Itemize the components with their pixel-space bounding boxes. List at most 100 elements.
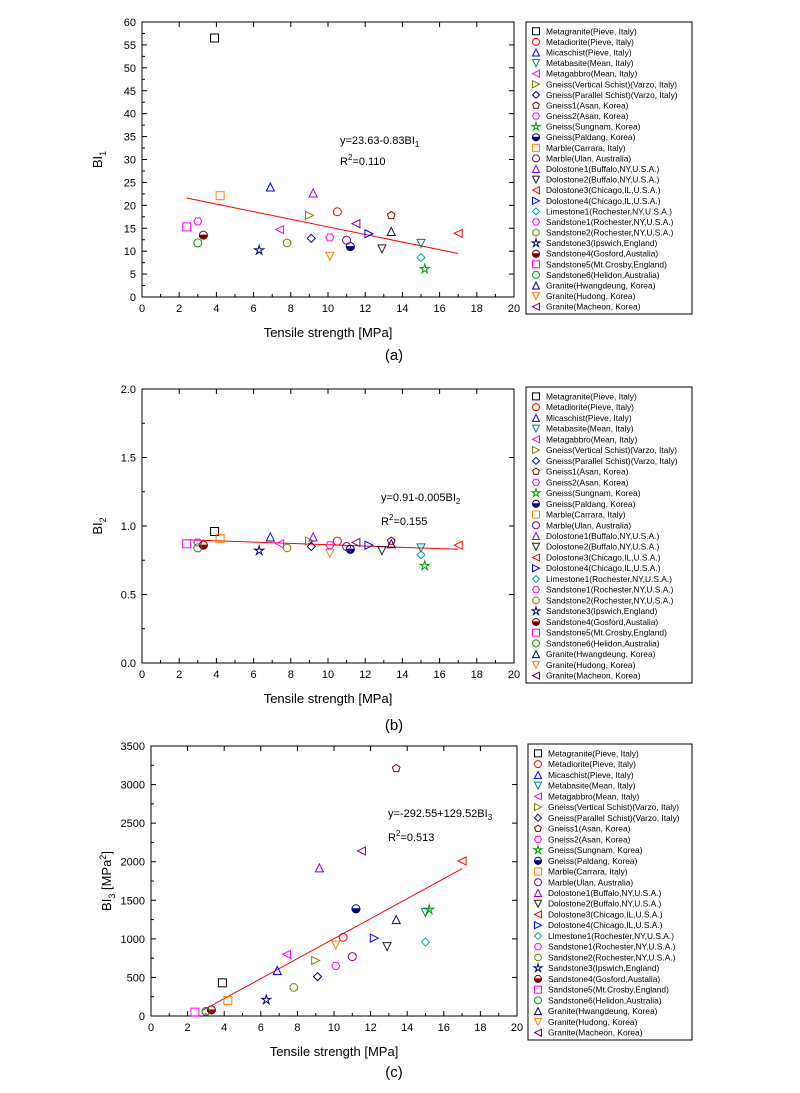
legend-entry: Sandstone2(Rochester,NY,U.S.A.) bbox=[532, 595, 674, 605]
data-point bbox=[416, 238, 426, 249]
legend-label: Micaschist(Pieve, Italy) bbox=[548, 770, 634, 780]
legend-marker bbox=[531, 478, 541, 486]
data-point bbox=[198, 230, 208, 240]
x-tick-label: 0 bbox=[139, 669, 145, 681]
x-tick-label: 0 bbox=[139, 303, 145, 315]
legend-marker bbox=[533, 910, 542, 919]
data-point bbox=[331, 940, 341, 951]
x-tick-label: 10 bbox=[322, 669, 334, 681]
legend-entry: Granite(Macheon, Korea) bbox=[531, 671, 641, 681]
legend-marker bbox=[534, 760, 542, 769]
panel-caption: (a) bbox=[385, 347, 403, 364]
legend-label: Metadiorite(Pieve, Italy) bbox=[548, 759, 636, 769]
legend-entry: Metagabbro(Mean, Italy) bbox=[531, 69, 637, 79]
y-tick-label: 35 bbox=[124, 132, 136, 144]
legend-marker bbox=[531, 47, 541, 57]
legend-marker bbox=[532, 563, 541, 573]
legend-entry: Gneiss(Parallel Schist)(Varzo, Italy) bbox=[533, 813, 680, 823]
r-squared: R2=0.513 bbox=[388, 829, 434, 844]
legend: Metagranite(Pieve, Italy)Metadiorite(Pie… bbox=[527, 743, 693, 1041]
y-tick-label: 5 bbox=[130, 269, 136, 281]
r-squared-value: =0.155 bbox=[393, 516, 427, 528]
data-point bbox=[350, 537, 361, 548]
legend-marker bbox=[531, 660, 541, 670]
data-point bbox=[456, 856, 467, 866]
legend-marker bbox=[531, 671, 540, 680]
data-point bbox=[325, 251, 335, 262]
legend-marker bbox=[532, 639, 540, 648]
legend-marker bbox=[534, 953, 542, 962]
r-squared-symbol: R bbox=[381, 516, 389, 528]
data-point bbox=[304, 536, 315, 546]
legend-entry: Dolostone1(Buffalo,NY,U.S.A.) bbox=[533, 888, 661, 898]
legend-label: Marble(Carrara, Italy) bbox=[546, 510, 626, 520]
legend-label: Sandstone5(Mt.Crosby,England) bbox=[546, 259, 667, 269]
legend-label: Sandstone2(Rochester,NY,U.S.A.) bbox=[546, 228, 674, 238]
legend-marker bbox=[531, 69, 540, 78]
x-tick-label: 12 bbox=[364, 1022, 376, 1034]
equation-subscript: 1 bbox=[415, 140, 420, 149]
legend-entry: Metabasite(Mean, Italy) bbox=[533, 781, 636, 791]
legend-label: Granite(Hwangdeung, Korea) bbox=[548, 1006, 658, 1016]
data-point bbox=[306, 233, 316, 244]
legend-marker bbox=[532, 403, 540, 412]
data-point bbox=[281, 949, 291, 960]
data-point bbox=[325, 233, 335, 242]
legend-label: Gneiss(Parallel Schist)(Varzo, Italy) bbox=[548, 813, 680, 823]
legend-marker bbox=[534, 878, 542, 887]
x-tick-label: 16 bbox=[433, 303, 445, 315]
legend-label: Metagranite(Pieve, Italy) bbox=[546, 26, 637, 36]
legend-entry: Sandstone3(Ipswich,England) bbox=[530, 605, 657, 616]
y-tick-label: 15 bbox=[124, 223, 136, 235]
data-point bbox=[325, 548, 335, 559]
data-point bbox=[416, 543, 426, 554]
legend-label: Metagranite(Pieve, Italy) bbox=[548, 748, 639, 758]
legend-marker bbox=[532, 445, 541, 455]
y-tick-label: 0 bbox=[139, 1011, 145, 1023]
x-axis-title: Tensile strength [MPa] bbox=[270, 1044, 399, 1059]
legend-marker bbox=[531, 249, 541, 258]
data-point bbox=[215, 533, 225, 543]
y-axis-title: BI3 [MPa2] bbox=[98, 851, 117, 911]
y-tick-label: 60 bbox=[124, 17, 136, 29]
chart-panel-b: 0 2 4 6 8 10 12 14 16 18 20 0.0 0.5 1.0 1.5 2.0 Tensile … bbox=[0, 375, 800, 740]
legend-label: Sandstone4(Gosford,Austalia) bbox=[548, 974, 660, 984]
legend-entry: Limestone1(Rochester,NY,U.S.A.) bbox=[531, 574, 672, 584]
legend-label: Granite(Hwangdeung, Korea) bbox=[546, 281, 656, 291]
data-point bbox=[342, 235, 352, 245]
legend-label: Gneiss(Vertical Schist)(Varzo, Italy) bbox=[548, 802, 679, 812]
y-tick-label: 40 bbox=[124, 109, 136, 121]
chart-a-svg: 0 2 4 6 8 10 12 14 16 18 2005101520253035404550556… bbox=[90, 17, 693, 364]
legend-entry: Metagabbro(Mean, Italy) bbox=[533, 791, 639, 801]
data-point bbox=[377, 546, 387, 556]
legend-entry: Metagranite(Pieve, Italy) bbox=[534, 748, 639, 758]
equation-main: y=-292.55+129.52BI bbox=[388, 808, 488, 820]
legend-entry: Gneiss(Vertical Schist)(Varzo, Italy) bbox=[532, 445, 677, 455]
legend-entry: Granite(Hwangdeung, Korea) bbox=[531, 281, 656, 291]
legend-marker bbox=[532, 154, 540, 163]
data-point bbox=[420, 908, 431, 918]
legend-marker bbox=[531, 542, 541, 552]
data-point bbox=[252, 544, 266, 557]
legend-entry: Sandstone1(Rochester,NY,U.S.A.) bbox=[533, 942, 676, 952]
legend-entry: Gneiss(Parallel Schist)(Varzo, Italy) bbox=[531, 456, 678, 466]
x-tick-label: 20 bbox=[511, 1022, 523, 1034]
y-tick-label: 1500 bbox=[121, 895, 145, 907]
legend-entry: Granite(Hudong, Korea) bbox=[533, 1017, 638, 1027]
legend-marker bbox=[532, 37, 540, 46]
legend-label: Metagabbro(Mean, Italy) bbox=[546, 69, 637, 79]
y-tick-label: 10 bbox=[124, 246, 136, 258]
legend-label: Dolostone4(Chicago,IL,U.S.A.) bbox=[546, 563, 661, 573]
legend-entry: Gneiss2(Asan, Korea) bbox=[533, 834, 631, 844]
legend-label: Limestone1(Rochester,NY,U.S.A.) bbox=[546, 206, 672, 216]
data-point bbox=[210, 526, 220, 536]
legend-entry: Sandstone3(Ipswich,England) bbox=[532, 962, 659, 973]
data-point bbox=[391, 914, 402, 925]
legend-label: Granite(Hudong, Korea) bbox=[548, 1017, 638, 1027]
legend-marker bbox=[533, 899, 543, 909]
legend-entry: Sandstone6(Helidon,Australia) bbox=[534, 995, 662, 1005]
legend-label: Dolostone2(Buffalo,NY,U.S.A.) bbox=[546, 542, 659, 552]
legend-entry: Sandstone4(Gosford,Austalia) bbox=[533, 974, 660, 984]
r-squared-value: =0.110 bbox=[352, 156, 385, 168]
legend-label: Dolostone4(Chicago,IL,U.S.A.) bbox=[548, 920, 663, 930]
